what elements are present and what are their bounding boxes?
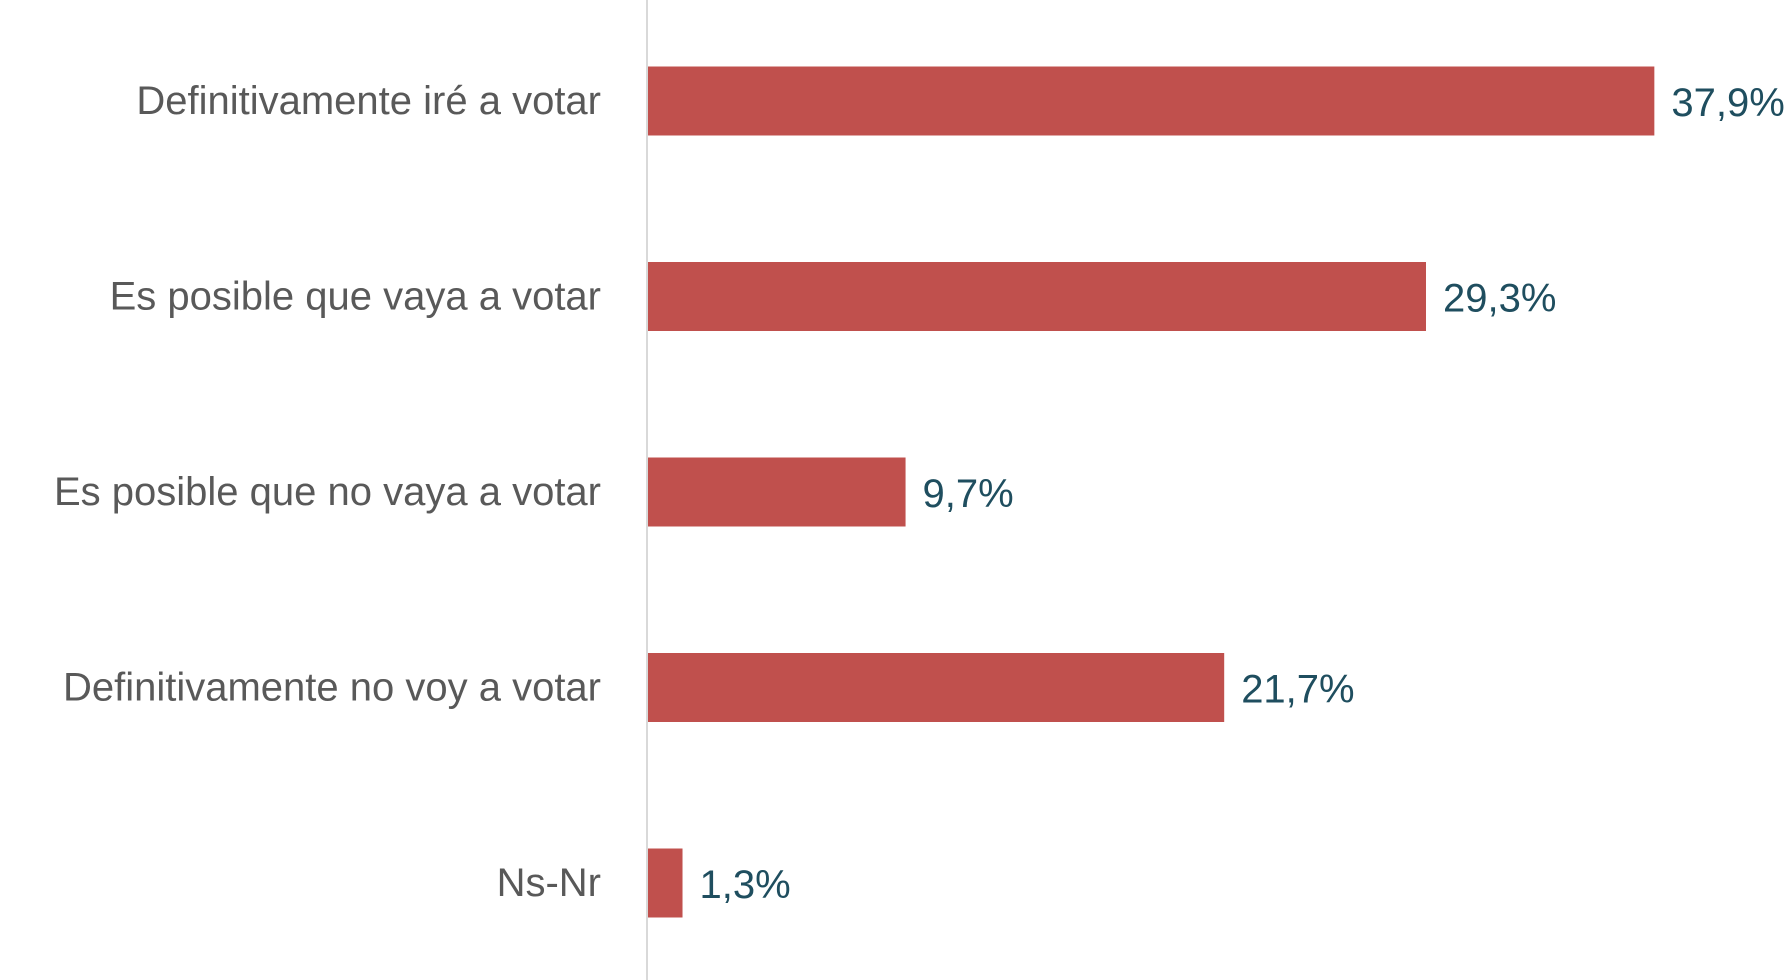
bars-group	[648, 66, 1655, 918]
category-label-2: Es posible que vaya a votar	[110, 275, 601, 319]
bar-1	[648, 66, 1655, 136]
category-label-5: Ns-Nr	[497, 861, 601, 905]
category-labels-group: Definitivamente iré a votar Es posible qu…	[54, 79, 601, 905]
bar-4	[648, 653, 1225, 722]
value-label-2: 29,3%	[1443, 277, 1556, 321]
value-label-4: 21,7%	[1241, 668, 1354, 712]
category-label-3: Es posible que no vaya a votar	[54, 470, 601, 514]
bar-2	[648, 262, 1426, 331]
value-labels-group: 37,9% 29,3% 9,7% 21,7% 1,3%	[700, 81, 1785, 907]
category-label-1: Definitivamente iré a votar	[136, 79, 601, 123]
value-label-5: 1,3%	[700, 863, 791, 907]
bar-5	[648, 848, 683, 918]
value-label-1: 37,9%	[1671, 81, 1784, 125]
bar-3	[648, 457, 906, 527]
category-label-4: Definitivamente no voy a votar	[63, 666, 601, 710]
value-label-3: 9,7%	[923, 472, 1014, 516]
